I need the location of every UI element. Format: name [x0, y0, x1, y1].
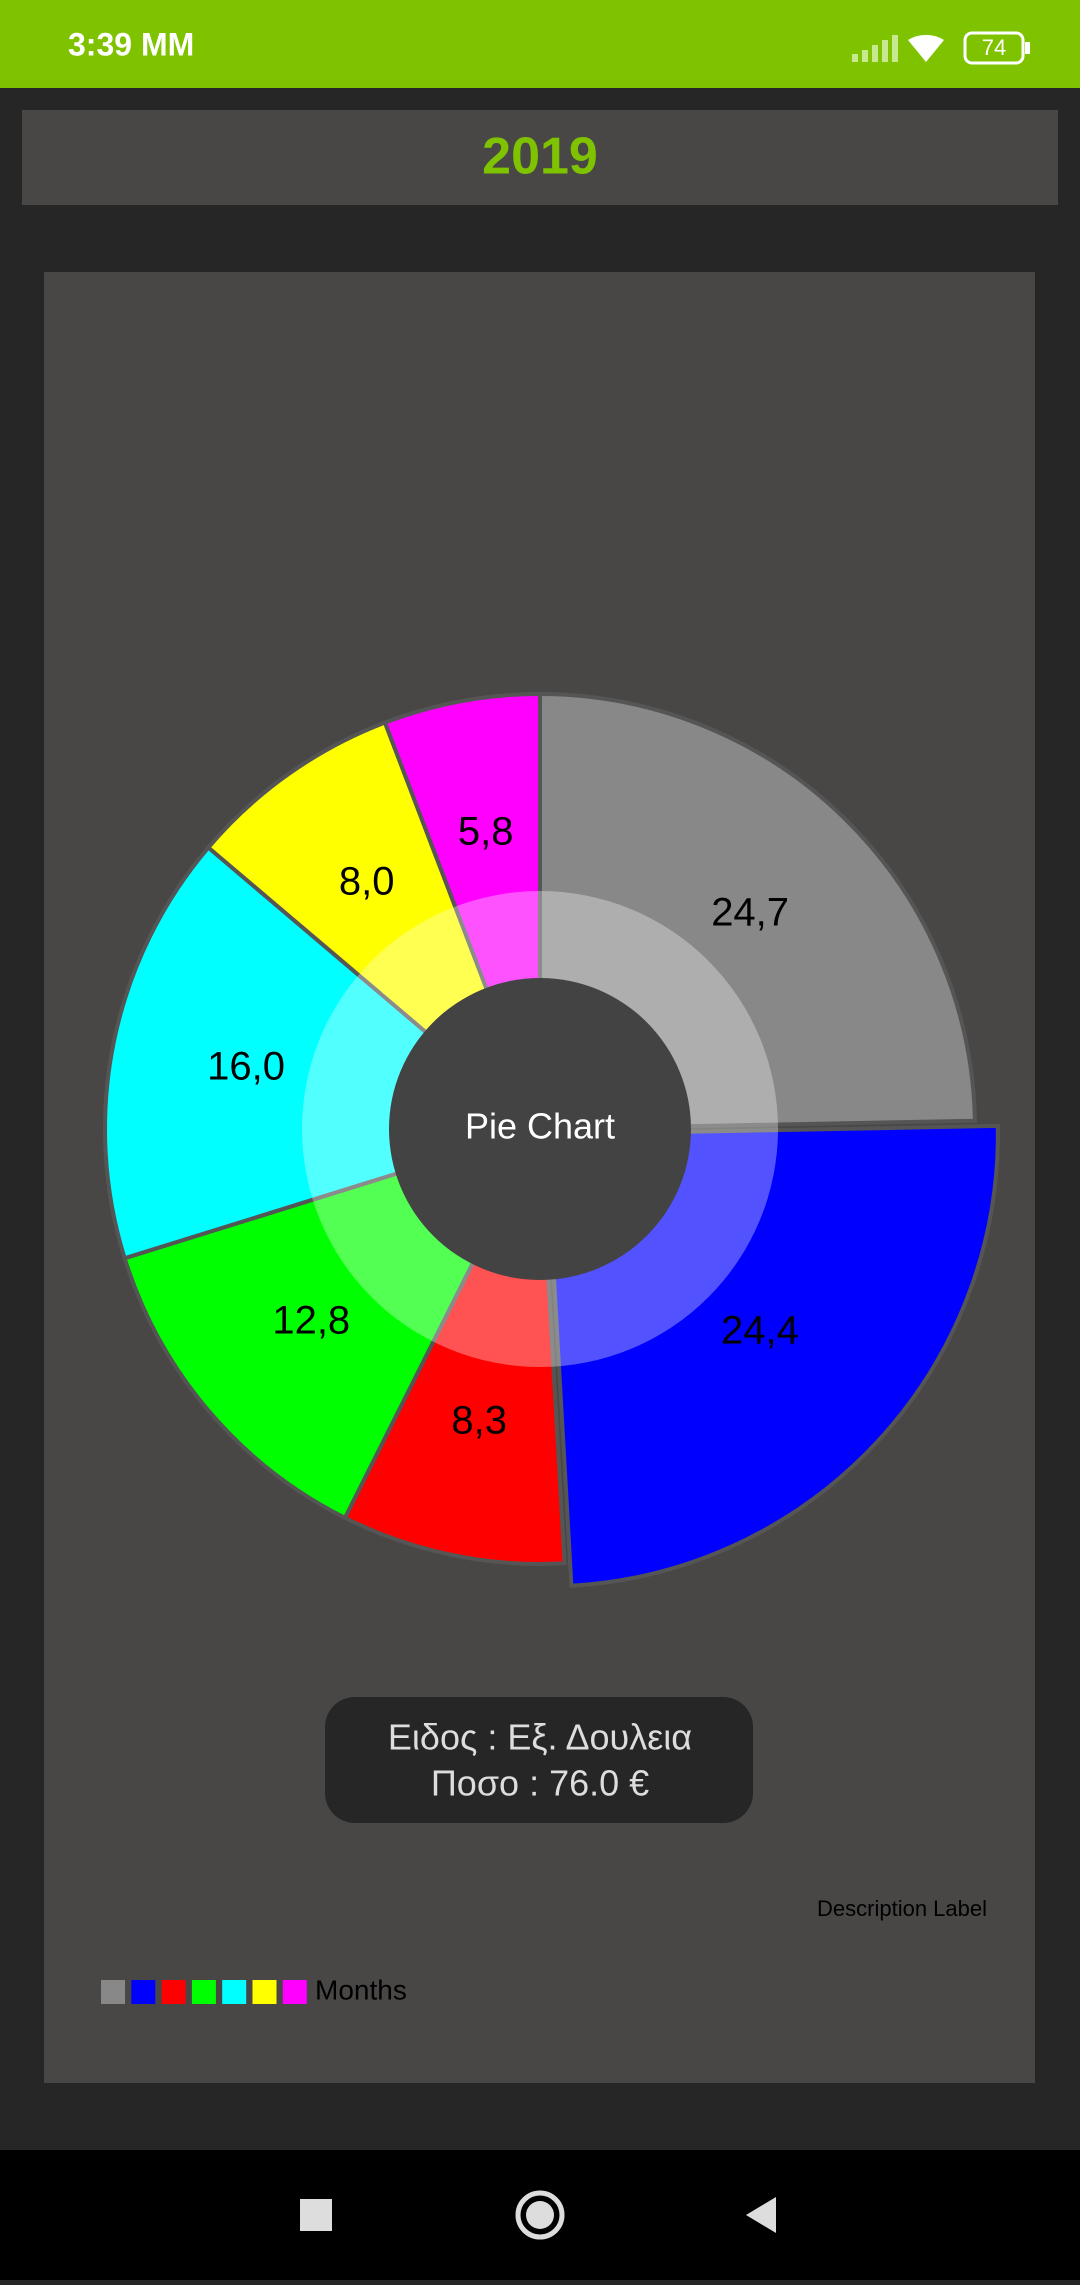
pie-slice [538, 691, 977, 1132]
toast-line: Ειδος : Εξ. Δουλεια [388, 1717, 692, 1758]
header [22, 110, 1058, 205]
legend-swatch [131, 1980, 156, 2004]
description: Description Label [817, 1896, 987, 1921]
legend-swatch [161, 1980, 186, 2004]
legend: Months [101, 1974, 407, 2005]
legend-swatch [191, 1980, 216, 2004]
battery-icon [963, 31, 1025, 65]
legend-swatch [101, 1980, 125, 2004]
toast [325, 1697, 753, 1823]
value-label: 8,0 [339, 860, 395, 904]
value-label: 8,3 [451, 1398, 507, 1442]
value-label: 24,4 [721, 1309, 799, 1353]
legend-swatch [252, 1980, 277, 2004]
pie-chart: Pie Chart 24,7 24,4 8,3 12,8 16,0 8,0 5,8 [103, 691, 1000, 1588]
value-label: 12,8 [272, 1299, 350, 1343]
pie-slice [543, 1123, 1000, 1588]
legend-swatch [282, 1980, 307, 2004]
status-time: 3:39 MM [68, 26, 194, 62]
legend-swatch [222, 1980, 247, 2004]
wifi-icon [908, 34, 944, 62]
center-text: Pie Chart [465, 1106, 615, 1147]
status-bar [0, 0, 1080, 88]
recents-button[interactable] [300, 2199, 332, 2231]
signal-icon [852, 35, 898, 62]
legend-label: Months [315, 1974, 407, 2005]
value-label: 16,0 [207, 1045, 285, 1089]
back-button[interactable] [746, 2197, 776, 2233]
battery-tip [1025, 42, 1030, 54]
home-button[interactable] [515, 2190, 565, 2240]
home-button-dot [526, 2201, 554, 2229]
pie-hole [389, 978, 691, 1280]
battery-level: 74 [982, 35, 1006, 60]
toast-line: Ποσο : 76.0 € [431, 1763, 649, 1804]
value-label: 5,8 [458, 810, 514, 854]
header-title: 2019 [482, 128, 598, 186]
value-label: 24,7 [711, 890, 789, 934]
